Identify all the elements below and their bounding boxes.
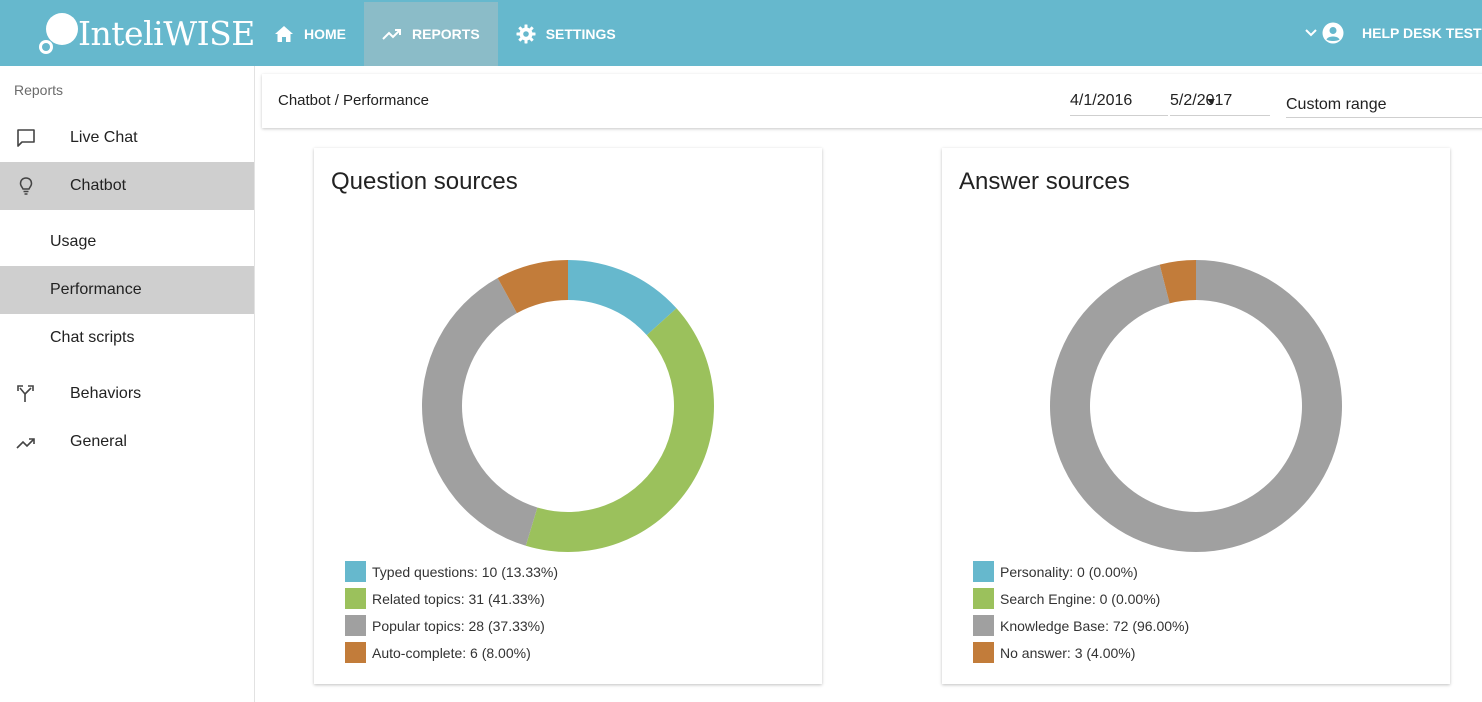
legend-item[interactable]: Knowledge Base: 72 (96.00%) [973,612,1189,639]
sidebar-item-live-chat[interactable]: Live Chat [0,114,254,162]
sidebar-item-chatbot[interactable]: Chatbot [0,162,254,210]
legend-item[interactable]: Related topics: 31 (41.33%) [345,585,558,612]
legend-item[interactable]: No answer: 3 (4.00%) [973,639,1189,666]
breadcrumb: Chatbot / Performance [278,92,429,109]
sidebar-item-chat-scripts[interactable]: Chat scripts [0,314,254,362]
main-nav: HOME REPORTS [256,2,634,66]
legend-item[interactable]: Popular topics: 28 (37.33%) [345,612,558,639]
top-navigation-bar: InteliWISE HOME REPORTS [0,0,1482,66]
donut-slice-popular-topics[interactable] [422,278,538,546]
nav-settings-label: SETTINGS [545,26,616,42]
legend-swatch [973,561,994,582]
legend-swatch [973,642,994,663]
answer-sources-donut [1050,260,1342,552]
donut-slice-typed-questions[interactable] [568,260,677,336]
chart-title: Answer sources [959,168,1130,195]
date-range-select[interactable]: Custom range [1286,90,1482,118]
legend-label: Typed questions: 10 (13.33%) [372,563,559,580]
legend-label: No answer: 3 (4.00%) [1000,644,1136,661]
sidebar: Reports Live Chat Chatbot Usage Performa… [0,66,255,702]
sidebar-item-label: Usage [50,233,97,250]
legend-item[interactable]: Personality: 0 (0.00%) [973,558,1189,585]
sidebar-item-performance[interactable]: Performance [0,266,254,314]
legend-swatch [345,588,366,609]
caret-down-icon [1207,99,1215,104]
logo-bubble-icon [36,11,80,55]
date-to-input[interactable]: 5/2/2017 [1170,90,1270,116]
legend-swatch [345,561,366,582]
sidebar-item-usage[interactable]: Usage [0,218,254,266]
donut-slice-auto-complete[interactable] [497,260,568,314]
sidebar-item-label: Behaviors [70,385,142,402]
gear-icon [516,24,536,44]
donut-slice-knowledge-base[interactable] [1050,260,1342,552]
legend-swatch [973,615,994,636]
sidebar-item-label: Chat scripts [50,329,135,346]
legend-item[interactable]: Auto-complete: 6 (8.00%) [345,639,558,666]
question-sources-donut [422,260,714,552]
sidebar-item-label: Chatbot [70,177,127,194]
brand-logo[interactable]: InteliWISE [36,10,255,56]
report-header: Chatbot / Performance 4/1/2016 5/2/2017 … [262,74,1482,128]
legend-item[interactable]: Search Engine: 0 (0.00%) [973,585,1189,612]
nav-home[interactable]: HOME [256,2,364,66]
legend-swatch [973,588,994,609]
legend-label: Related topics: 31 (41.33%) [372,590,545,607]
legend-label: Personality: 0 (0.00%) [1000,563,1138,580]
legend-label: Knowledge Base: 72 (96.00%) [1000,617,1190,634]
sidebar-item-label: Live Chat [70,129,138,146]
nav-reports[interactable]: REPORTS [364,2,498,66]
lightbulb-icon [19,177,33,195]
chat-bubble-icon [17,129,35,147]
trending-up-icon [382,29,401,40]
legend-swatch [345,642,366,663]
sidebar-section-label: Reports [14,82,64,98]
legend-label: Auto-complete: 6 (8.00%) [372,644,531,661]
nav-settings[interactable]: SETTINGS [498,2,634,66]
trending-icon [16,438,35,449]
nav-home-label: HOME [304,26,346,42]
donut-slice-related-topics[interactable] [525,308,714,552]
sidebar-item-label: General [70,433,127,450]
brand-name: InteliWISE [78,13,255,53]
chart-legend: Personality: 0 (0.00%) Search Engine: 0 … [973,558,1189,666]
chevron-down-icon [1305,29,1317,37]
account-circle-icon [1322,22,1344,44]
user-menu[interactable]: HELP DESK TEST CO [1304,0,1482,66]
legend-swatch [345,615,366,636]
legend-label: Popular topics: 28 (37.33%) [372,617,545,634]
user-name: HELP DESK TEST CO [1362,25,1482,41]
sidebar-item-general[interactable]: General [0,418,254,466]
chart-legend: Typed questions: 10 (13.33%) Related top… [345,558,558,666]
legend-label: Search Engine: 0 (0.00%) [1000,590,1161,607]
home-icon [275,26,293,42]
date-from-input[interactable]: 4/1/2016 [1070,90,1168,116]
chart-title: Question sources [331,168,518,195]
donut-slice-no-answer[interactable] [1159,260,1196,304]
answer-sources-card: Answer sources Personality: 0 (0.00%) Se… [942,148,1450,684]
sidebar-item-label: Performance [50,281,142,298]
fork-icon [17,385,34,402]
sidebar-item-behaviors[interactable]: Behaviors [0,370,254,418]
question-sources-card: Question sources Typed questions: 10 (13… [314,148,822,684]
nav-reports-label: REPORTS [412,26,480,42]
legend-item[interactable]: Typed questions: 10 (13.33%) [345,558,558,585]
